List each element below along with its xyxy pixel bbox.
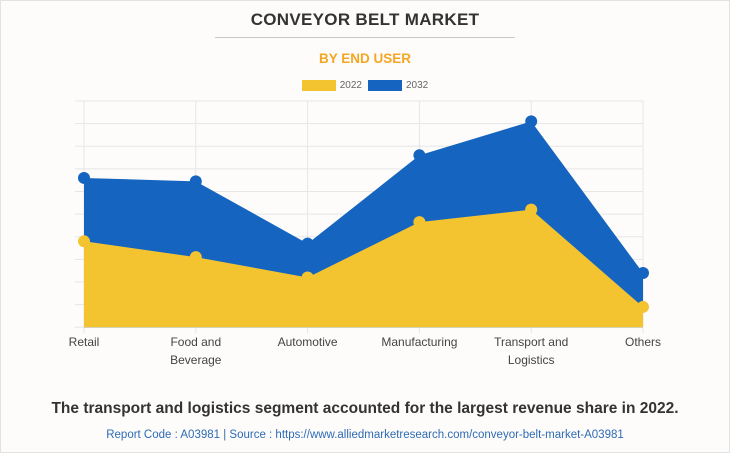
data-point-2032[interactable]: [301, 237, 314, 250]
x-tick-label-line: Food and: [170, 335, 221, 349]
x-tick-label: Manufacturing: [381, 335, 457, 349]
legend-label-2022: 2022: [339, 80, 362, 91]
x-tick-label: Others: [625, 335, 661, 349]
footer-headline: The transport and logistics segment acco…: [51, 400, 679, 417]
points: [78, 115, 649, 313]
chart-title: CONVEYOR BELT MARKET: [250, 10, 480, 29]
data-point-2032[interactable]: [525, 115, 538, 128]
legend-swatch-2032: [368, 80, 402, 91]
data-point-2032[interactable]: [637, 266, 649, 279]
chart-subtitle: BY END USER: [318, 51, 412, 66]
x-tick-label: Food and Beverage: [170, 335, 222, 367]
x-tick-label-line: Transport and: [494, 335, 568, 349]
data-point-2022[interactable]: [413, 216, 426, 229]
legend-swatch-2022: [301, 80, 336, 91]
legend-item-2022[interactable]: 2022: [301, 80, 362, 91]
title-divider: [215, 37, 515, 38]
data-point-2022[interactable]: [189, 251, 202, 264]
legend: 2022 2032: [0, 80, 730, 91]
x-tick-label-line: Retail: [69, 335, 100, 349]
legend-item-2032[interactable]: 2032: [368, 80, 428, 91]
data-point-2022[interactable]: [301, 271, 314, 284]
x-tick-label-line: Logistics: [508, 353, 555, 367]
area-series-2022: [84, 209, 643, 328]
x-axis-labels: Retail Food and Beverage Automotive Manufact…: [69, 335, 661, 367]
x-tick-label-line: Automotive: [278, 335, 338, 349]
x-tick-label-line: Manufacturing: [381, 335, 457, 349]
footer-source[interactable]: Report Code : A03981 | Source : https://…: [106, 429, 624, 441]
legend-label-2032: 2032: [406, 80, 429, 91]
x-tick-label-line: Others: [625, 335, 661, 349]
x-tick-label: Retail: [69, 335, 100, 349]
x-tick-label: Transport and Logistics: [494, 335, 568, 367]
x-tick-label: Automotive: [278, 335, 338, 349]
x-tick-label-line: Beverage: [170, 353, 222, 367]
data-point-2022[interactable]: [637, 300, 649, 313]
data-point-2022[interactable]: [525, 203, 538, 216]
data-point-2022[interactable]: [78, 235, 90, 248]
data-point-2032[interactable]: [413, 149, 426, 162]
data-point-2032[interactable]: [189, 175, 202, 188]
data-point-2032[interactable]: [78, 171, 90, 184]
areas: [84, 121, 643, 328]
